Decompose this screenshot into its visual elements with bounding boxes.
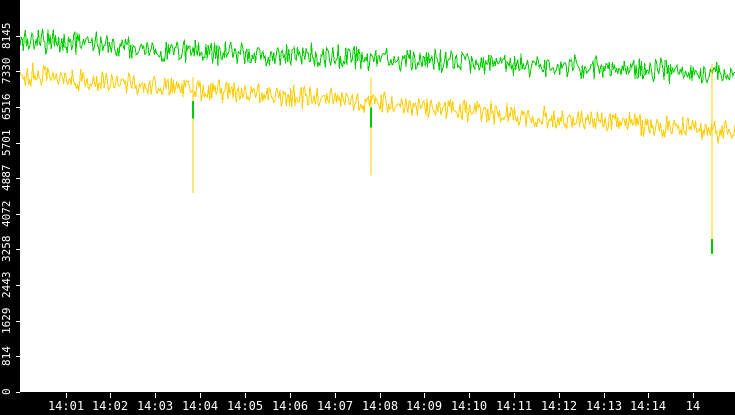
x-axis-background	[0, 392, 735, 415]
y-axis-tick-label: 2443	[0, 271, 13, 299]
y-axis-background	[0, 0, 20, 392]
y-axis-tick-mark	[16, 214, 20, 215]
x-axis-tick-label: 14:05	[226, 399, 264, 413]
x-axis-tick-mark	[693, 393, 694, 398]
y-axis-tick-label: 1629	[0, 307, 13, 335]
x-axis-tick-mark	[245, 393, 246, 398]
y-axis-tick-mark	[16, 392, 20, 393]
x-axis-tick-label: 14:08	[361, 399, 399, 413]
x-axis-tick-label: 14:07	[316, 399, 354, 413]
x-axis-tick-label: 14:03	[136, 399, 174, 413]
x-axis-tick-mark	[604, 393, 605, 398]
x-axis-tick-label: 14:02	[91, 399, 129, 413]
y-axis-tick-mark	[16, 178, 20, 179]
x-axis-tick-label: 14	[685, 399, 701, 413]
y-axis-tick-mark	[16, 143, 20, 144]
x-axis-tick-label: 14:01	[47, 399, 85, 413]
x-axis-tick-label: 14:04	[181, 399, 219, 413]
x-axis-tick-mark	[290, 393, 291, 398]
x-axis-tick-mark	[559, 393, 560, 398]
y-axis-tick-label: 0	[0, 388, 13, 396]
y-axis-tick-mark	[16, 107, 20, 108]
y-axis-tick-mark	[16, 249, 20, 250]
y-axis-tick-mark	[16, 356, 20, 357]
y-axis-tick-mark	[16, 285, 20, 286]
y-axis-tick-mark	[16, 71, 20, 72]
x-axis-tick-mark	[155, 393, 156, 398]
y-axis-tick-label: 3258	[0, 235, 13, 263]
x-axis-tick-mark	[514, 393, 515, 398]
y-axis-tick-label: 5701	[0, 129, 13, 157]
y-axis-tick-label: 6516	[0, 93, 13, 121]
y-axis-tick-label: 8145	[0, 22, 13, 50]
series-yellow-line	[20, 62, 735, 144]
x-axis-tick-label: 14:09	[405, 399, 443, 413]
y-axis-tick-label: 814	[0, 346, 13, 366]
y-axis-tick-mark	[16, 321, 20, 322]
x-axis-tick-mark	[200, 393, 201, 398]
y-axis-tick-mark	[16, 36, 20, 37]
series-green-line	[20, 28, 735, 85]
series-green-path	[20, 28, 735, 85]
y-axis-tick-label: 4887	[0, 164, 13, 192]
x-axis-tick-mark	[335, 393, 336, 398]
y-axis-tick-label: 4072	[0, 200, 13, 228]
x-axis-tick-mark	[380, 393, 381, 398]
x-axis-tick-mark	[66, 393, 67, 398]
x-axis-tick-label: 14:12	[540, 399, 578, 413]
x-axis-tick-label: 14:14	[629, 399, 667, 413]
spike-markers	[192, 63, 713, 255]
plot-svg	[20, 28, 735, 255]
x-axis-tick-label: 14:10	[450, 399, 488, 413]
x-axis-tick-mark	[110, 393, 111, 398]
x-axis-tick-label: 14:11	[495, 399, 533, 413]
x-axis-tick-label: 14:06	[271, 399, 309, 413]
y-axis-tick-label: 7330	[0, 57, 13, 85]
x-axis-tick-mark	[469, 393, 470, 398]
x-axis-tick-mark	[424, 393, 425, 398]
series-yellow-path	[20, 62, 735, 144]
plot-area	[20, 0, 735, 392]
x-axis-tick-label: 14:13	[585, 399, 623, 413]
x-axis-tick-mark	[648, 393, 649, 398]
